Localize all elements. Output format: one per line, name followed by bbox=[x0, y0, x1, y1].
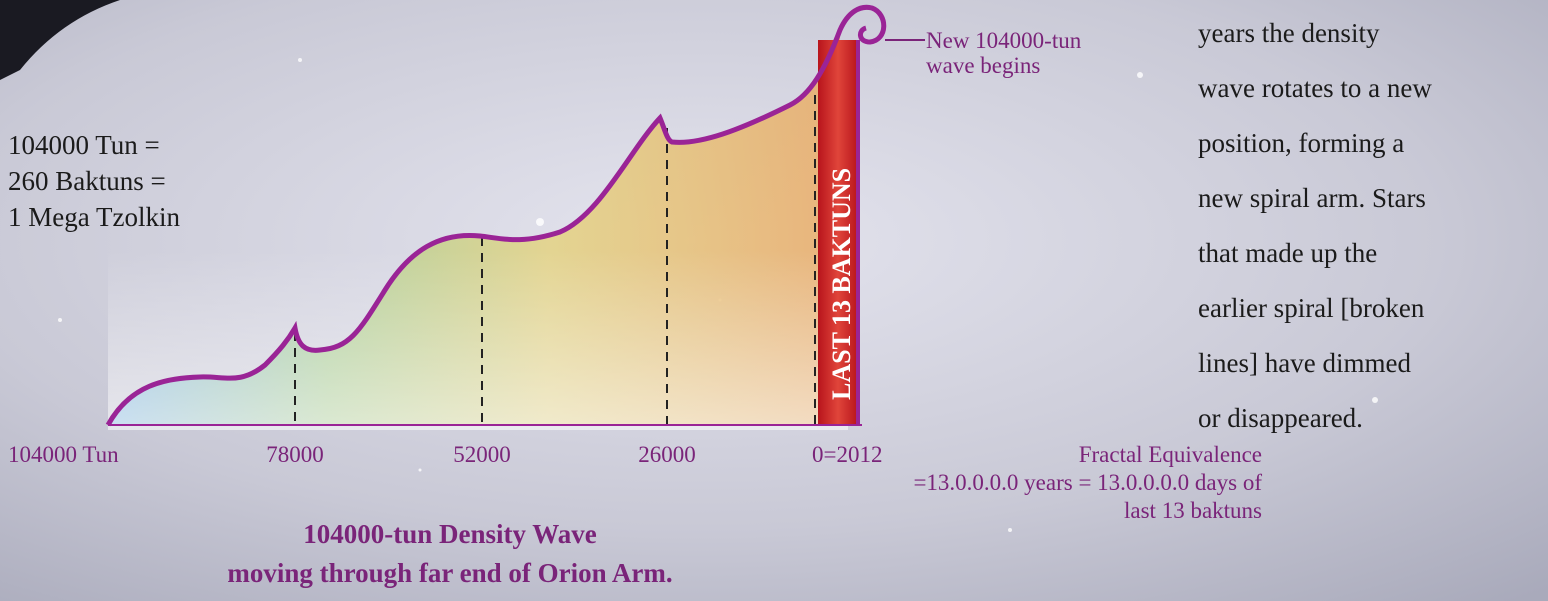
axis-label: 78000 bbox=[266, 442, 324, 467]
right-note: that made up the bbox=[1198, 238, 1377, 268]
dashed-lines bbox=[294, 95, 816, 425]
axis-label: 52000 bbox=[453, 442, 511, 467]
left-note: 104000 Tun = bbox=[8, 130, 160, 160]
bar-label: LAST 13 BAKTUNS bbox=[827, 168, 856, 400]
right-note: earlier spiral [broken bbox=[1198, 293, 1425, 323]
axis-label: 0=2012 bbox=[812, 442, 882, 467]
corner-shape bbox=[0, 0, 120, 80]
title: moving through far end of Orion Arm. bbox=[227, 558, 672, 588]
callout-text: wave begins bbox=[926, 53, 1040, 78]
fractal-note: last 13 baktuns bbox=[1124, 498, 1262, 523]
wave-curve bbox=[105, 4, 887, 427]
axis-label: 26000 bbox=[638, 442, 696, 467]
left-note: 1 Mega Tzolkin bbox=[8, 202, 180, 232]
wave-fade bbox=[108, 250, 848, 430]
axis-label: 104000 Tun bbox=[8, 442, 119, 467]
title: 104000-tun Density Wave bbox=[303, 519, 597, 549]
callout-text: New 104000-tun bbox=[926, 28, 1082, 53]
fractal-note: =13.0.0.0.0 years = 13.0.0.0.0 days of bbox=[913, 470, 1262, 495]
left-note: 260 Baktuns = bbox=[8, 166, 166, 196]
right-note: wave rotates to a new bbox=[1198, 73, 1432, 103]
right-note: years the density bbox=[1198, 18, 1380, 48]
fractal-note: Fractal Equivalence bbox=[1079, 442, 1262, 467]
last-baktuns-bar bbox=[818, 40, 858, 425]
right-note: lines] have dimmed bbox=[1198, 348, 1411, 378]
right-note: or disappeared. bbox=[1198, 403, 1363, 433]
right-note: new spiral arm. Stars bbox=[1198, 183, 1426, 213]
right-note: position, forming a bbox=[1198, 128, 1404, 158]
